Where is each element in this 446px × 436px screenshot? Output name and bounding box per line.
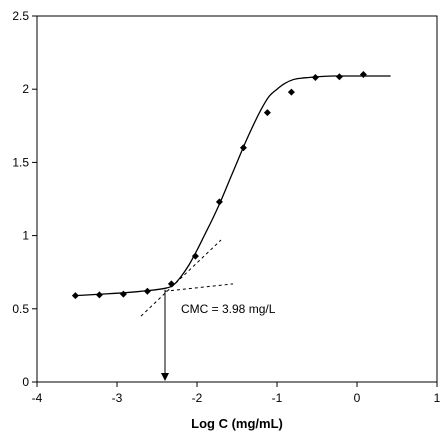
tangent-line	[140, 239, 222, 317]
fit-curve-group	[75, 75, 391, 297]
cmc-arrow-head	[161, 373, 169, 381]
cmc-arrow-group	[161, 289, 169, 381]
y-tick-label: 0	[22, 375, 29, 389]
chart-axes	[32, 15, 438, 387]
x-tick-label: -2	[192, 391, 203, 405]
data-point	[71, 292, 79, 300]
data-point	[119, 290, 127, 298]
data-point	[287, 88, 295, 96]
y-tick-label: 2	[22, 82, 29, 96]
data-point	[215, 198, 223, 206]
tick-labels: -4 -3 -2 -1 0 1 0 0.5 1 1.5 2 2.5	[12, 9, 440, 405]
data-point	[167, 280, 175, 288]
data-points	[71, 71, 367, 300]
tangent-line	[164, 283, 234, 292]
x-tick-label: -1	[272, 391, 283, 405]
tangent-lines	[140, 239, 234, 317]
y-tick-label: 0.5	[12, 302, 29, 316]
data-point	[239, 144, 247, 152]
x-tick-label: -3	[112, 391, 123, 405]
data-point	[359, 71, 367, 79]
x-axis-title: Log C (mg/mL)	[191, 416, 283, 431]
fit-curve	[75, 75, 391, 297]
y-tick-label: 1.5	[12, 155, 29, 169]
x-tick-label: -4	[32, 391, 43, 405]
y-tick-label: 1	[22, 229, 29, 243]
data-point	[191, 252, 199, 260]
data-point	[335, 73, 343, 81]
data-point	[95, 291, 103, 299]
x-tick-label: 0	[354, 391, 361, 405]
data-point	[311, 73, 319, 81]
data-point	[143, 287, 151, 295]
x-tick-label: 1	[434, 391, 441, 405]
cmc-annotation: CMC = 3.98 mg/L	[181, 302, 276, 316]
y-tick-label: 2.5	[12, 9, 29, 23]
data-point	[263, 109, 271, 117]
plot-frame	[36, 15, 438, 383]
